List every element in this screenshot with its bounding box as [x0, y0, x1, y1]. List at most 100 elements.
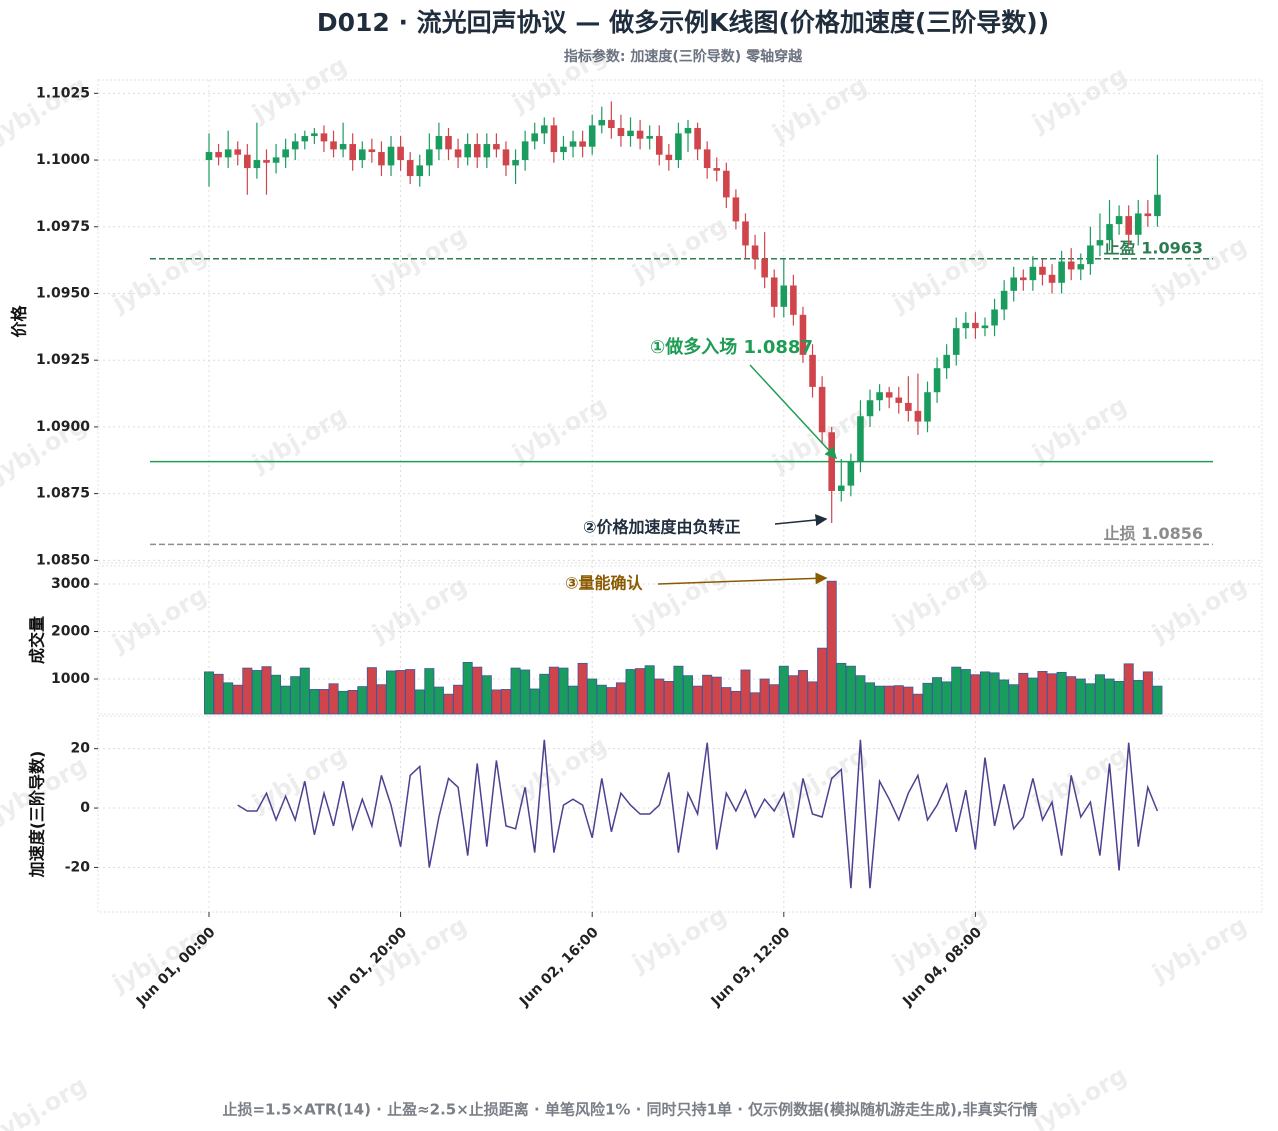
candle-body [521, 141, 529, 161]
candle-body [541, 125, 548, 134]
candle-body [387, 146, 395, 166]
volume-bar [702, 674, 713, 715]
candle-body [1010, 277, 1018, 291]
volume-bar [960, 669, 971, 715]
candle-body [675, 133, 682, 161]
volume-bar [606, 687, 617, 715]
watermark: jybj.org [107, 581, 212, 658]
volume-bar [922, 682, 933, 715]
volume-bar [232, 684, 243, 715]
panel-frame [97, 79, 1263, 564]
candle-body [272, 157, 280, 163]
volume-bar [979, 671, 990, 715]
volume-bar [912, 693, 923, 715]
candle-body [1134, 213, 1142, 235]
volume-bar [271, 674, 282, 715]
candle-body [943, 354, 950, 369]
annotation-arrow [749, 364, 838, 460]
volume-bar [826, 580, 837, 715]
candle-body [579, 141, 586, 147]
volume-bar [893, 685, 904, 715]
volume-bar [520, 669, 531, 715]
candle-body [1000, 290, 1008, 310]
volume-bar [1094, 674, 1105, 715]
volume-bar [1056, 671, 1067, 715]
volume-bar [1008, 684, 1019, 715]
y-tick-label: 1.0875 [36, 486, 90, 502]
watermark: jybj.org [507, 41, 612, 118]
candle-body [1144, 213, 1152, 217]
candle-body [627, 130, 634, 137]
volume-bar [338, 690, 349, 715]
y-tick-label: 2000 [51, 624, 90, 640]
volume-bar [568, 685, 579, 715]
volume-bar [903, 686, 914, 715]
volume-bar [1123, 663, 1134, 715]
candle-body [742, 221, 749, 246]
volume-bar [290, 676, 301, 715]
candle-body [1020, 277, 1027, 281]
volume-bar [1133, 680, 1144, 715]
candle-body [799, 314, 807, 355]
candle-body [1039, 266, 1046, 275]
candle-body [1077, 264, 1085, 270]
volume-bar [1037, 671, 1048, 715]
volume-bar [500, 689, 511, 715]
volume-bar [740, 669, 751, 715]
volume-bar [558, 667, 569, 715]
volume-bar [357, 686, 368, 715]
volume-bar [673, 665, 684, 715]
candle-body [818, 386, 826, 433]
x-tick-label: Jun 02, 16:00 [516, 924, 602, 1010]
volume-bar [386, 670, 397, 715]
candle-body [655, 136, 663, 155]
volume-bar [788, 675, 799, 715]
watermark: jybj.org [1027, 391, 1132, 468]
candle-body [1125, 216, 1132, 235]
volume-bar [941, 681, 952, 715]
volume-bar [424, 668, 435, 715]
candle-body [358, 149, 366, 161]
candle-body [253, 160, 261, 169]
candle-body [454, 149, 462, 158]
volume-bar [1085, 683, 1096, 715]
level-label: 止盈 1.0963 [1104, 238, 1203, 257]
candle-body [205, 152, 213, 161]
volume-bar [376, 684, 387, 715]
volume-bar [318, 689, 329, 715]
volume-bar [644, 665, 655, 715]
candle-body [1154, 194, 1161, 217]
candle-body [512, 160, 519, 166]
level-label: 止损 1.0856 [1104, 524, 1203, 543]
volume-bar [1104, 678, 1115, 715]
volume-bar [759, 678, 770, 715]
candle-body [608, 120, 615, 129]
volume-bar [223, 682, 234, 715]
candle-body [751, 245, 759, 259]
volume-bar [347, 690, 358, 715]
candle-body [263, 160, 270, 163]
volume-bar [1027, 677, 1038, 715]
candle-body [847, 461, 855, 486]
candle-body [1029, 266, 1037, 281]
y-axis-label: 成交量 [28, 616, 47, 664]
y-tick-label: 1.0975 [36, 219, 90, 235]
volume-bar [797, 670, 808, 715]
chart-title: D012 · 流光回声协议 — 做多示例K线图(价格加速度(三阶导数)) [317, 8, 1049, 37]
y-tick-label: 1.0950 [36, 285, 90, 301]
volume-bar [615, 682, 626, 715]
candle-body [416, 165, 424, 177]
volume-bar [874, 685, 885, 715]
candle-body [914, 410, 922, 422]
volume-bar [692, 685, 703, 715]
candle-body [790, 285, 797, 315]
candle-body [473, 144, 481, 158]
chart-subtitle: 指标参数: 加速度(三阶导数) 零轴穿越 [564, 48, 803, 65]
volume-bar [529, 688, 540, 715]
candle-body [1058, 261, 1065, 283]
volume-bar [1018, 672, 1029, 715]
annotation-arrow [774, 514, 828, 526]
candle-body [952, 328, 960, 355]
watermark: jybj.org [0, 1071, 91, 1131]
y-tick-label: 1.0850 [36, 552, 90, 568]
